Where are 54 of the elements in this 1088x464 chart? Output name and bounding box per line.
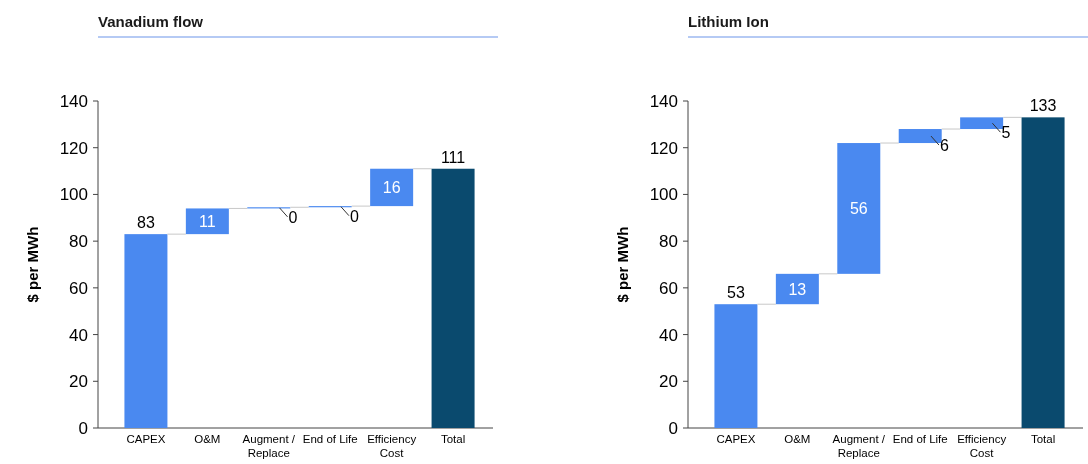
bar <box>431 168 475 428</box>
bar <box>960 117 1004 130</box>
y-tick-label: 100 <box>649 185 678 205</box>
y-tick-label: 120 <box>59 138 88 158</box>
x-tick-label: Augment / Replace <box>242 433 296 459</box>
data-label: 6 <box>939 137 949 155</box>
y-tick-label: 140 <box>59 92 88 111</box>
data-label: 11 <box>199 213 216 231</box>
x-tick-label: Efficiency Cost <box>367 433 417 459</box>
x-tick-label: End of Life <box>302 433 358 445</box>
bar <box>1021 117 1065 428</box>
data-label: 5 <box>1001 124 1011 142</box>
data-label: 56 <box>849 200 868 218</box>
data-label: 0 <box>349 207 359 225</box>
bar <box>898 129 942 144</box>
y-tick-label: 100 <box>59 185 88 205</box>
y-tick-label: 40 <box>69 325 88 345</box>
x-tick-label: Total <box>440 433 466 445</box>
bar <box>370 168 414 207</box>
data-label: 16 <box>382 179 401 197</box>
data-label: 133 <box>1029 97 1057 115</box>
x-tick-label: Augment / Replace <box>832 433 886 459</box>
y-tick-label: 60 <box>69 278 88 298</box>
data-label: 13 <box>788 281 807 299</box>
y-tick-label: 20 <box>659 372 678 392</box>
data-label: 111 <box>440 148 466 166</box>
y-tick-label: 0 <box>78 419 88 438</box>
data-label: 83 <box>137 214 155 232</box>
x-tick-label: CAPEX <box>126 433 166 445</box>
x-tick-label: CAPEX <box>716 433 756 445</box>
data-label: 0 <box>288 208 298 226</box>
y-tick-label: 120 <box>649 138 678 158</box>
bar <box>837 143 881 274</box>
chart-title: Vanadium flow <box>98 13 204 30</box>
y-tick-label: 80 <box>659 232 678 252</box>
y-tick-label: 60 <box>659 278 678 298</box>
y-axis-title: $ per MWh <box>614 226 631 303</box>
bar <box>775 273 819 305</box>
bar <box>714 304 758 428</box>
x-tick-label: Total <box>1030 433 1056 445</box>
x-tick-label: Efficiency Cost <box>957 433 1007 459</box>
y-tick-label: 140 <box>649 92 678 111</box>
x-tick-label: O&M <box>194 433 221 445</box>
data-label: 53 <box>727 284 745 302</box>
x-tick-label: End of Life <box>892 433 948 445</box>
y-axis-title: $ per MWh <box>24 226 41 303</box>
y-tick-label: 20 <box>69 372 88 392</box>
y-tick-label: 40 <box>659 325 678 345</box>
bar <box>124 234 168 428</box>
bar <box>185 208 229 235</box>
chart-title: Lithium Ion <box>688 13 769 30</box>
y-tick-label: 80 <box>69 232 88 252</box>
x-tick-label: O&M <box>784 433 811 445</box>
y-tick-label: 0 <box>668 419 678 438</box>
